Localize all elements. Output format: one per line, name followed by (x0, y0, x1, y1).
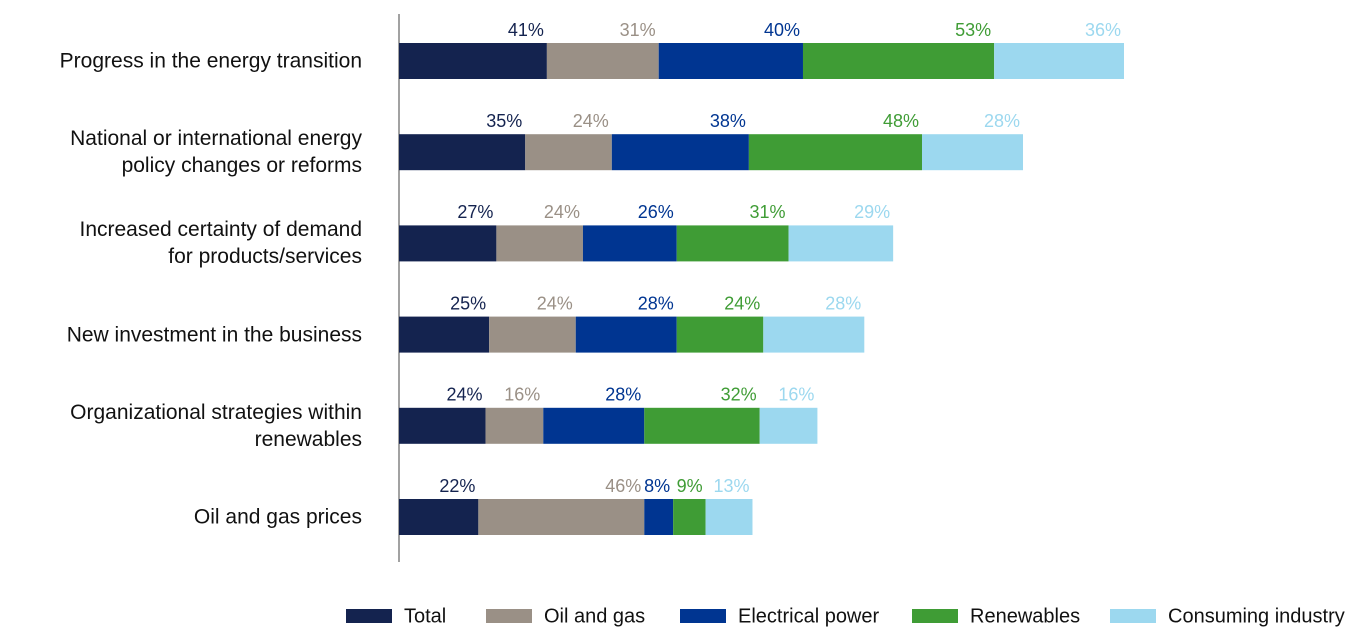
bar-segment (673, 499, 706, 535)
value-label: 53% (955, 20, 991, 40)
legend-label: Oil and gas (544, 605, 645, 627)
value-label: 48% (883, 111, 919, 131)
bar-segment (658, 43, 803, 79)
bar-segment (496, 225, 583, 262)
value-label: 16% (504, 385, 540, 405)
value-label: 24% (724, 293, 760, 313)
bar-segment (644, 499, 674, 535)
category-label: New investment in the business (66, 323, 362, 347)
value-label: 31% (750, 202, 786, 222)
legend-label: Electrical power (738, 605, 880, 627)
bar-segment (676, 316, 764, 353)
value-label: 38% (710, 111, 746, 131)
value-label: 46% (605, 476, 641, 496)
value-label: 22% (439, 476, 475, 496)
value-label: 28% (825, 293, 861, 313)
bar-segment (788, 225, 894, 262)
value-label: 26% (638, 202, 674, 222)
bar-segment (489, 316, 576, 353)
value-label: 16% (778, 385, 814, 405)
value-label: 25% (450, 293, 486, 313)
bar-segment (399, 225, 497, 262)
bar-segment (644, 407, 760, 444)
value-label: 13% (713, 476, 749, 496)
bar-segment (582, 225, 677, 262)
value-label: 24% (447, 385, 483, 405)
category-label: National or international energy policy … (70, 127, 362, 178)
bar-segment (748, 134, 923, 171)
legend-label: Renewables (970, 605, 1080, 627)
value-label: 24% (573, 111, 609, 131)
bar-segment (922, 134, 1024, 171)
legend-swatch (912, 609, 958, 623)
category-label: Oil and gas prices (193, 505, 362, 529)
legend-swatch (486, 609, 532, 623)
bar-segment (525, 134, 612, 171)
bar-segment (546, 43, 659, 79)
value-label: 9% (677, 476, 703, 496)
bar-segment (759, 407, 818, 444)
bar-segment (399, 316, 490, 353)
value-label: 28% (984, 111, 1020, 131)
value-label: 24% (537, 293, 573, 313)
category-label: Increased certainty of demand for produc… (79, 218, 363, 269)
value-label: 27% (457, 202, 493, 222)
value-label: 40% (764, 20, 800, 40)
legend-swatch (1110, 609, 1156, 623)
bar-segment (399, 499, 479, 535)
legend-swatch (346, 609, 392, 623)
bar-segment (676, 225, 789, 262)
bar-segment (994, 43, 1124, 79)
bar-segment (802, 43, 995, 79)
bar-segment (399, 134, 526, 171)
bar-segment (575, 316, 677, 353)
value-label: 29% (854, 202, 890, 222)
bar-segment (399, 43, 547, 79)
bar-segment (399, 407, 486, 444)
value-label: 24% (544, 202, 580, 222)
bar-segment (543, 407, 645, 444)
value-label: 35% (486, 111, 522, 131)
value-label: 8% (644, 476, 670, 496)
legend-label: Total (404, 605, 446, 627)
value-label: 36% (1085, 20, 1121, 40)
bar-segment (485, 407, 544, 444)
legend-label: Consuming industry (1168, 605, 1345, 627)
bar-segment (478, 499, 645, 535)
legend-swatch (680, 609, 726, 623)
category-label: Progress in the energy transition (59, 49, 362, 73)
value-label: 28% (638, 293, 674, 313)
bar-segment (611, 134, 749, 171)
value-label: 32% (721, 385, 757, 405)
category-label: Organizational strategies within renewab… (70, 400, 362, 451)
value-label: 28% (605, 385, 641, 405)
value-label: 31% (620, 20, 656, 40)
value-label: 41% (508, 20, 544, 40)
bar-segment (763, 316, 865, 353)
bar-segment (705, 499, 753, 535)
